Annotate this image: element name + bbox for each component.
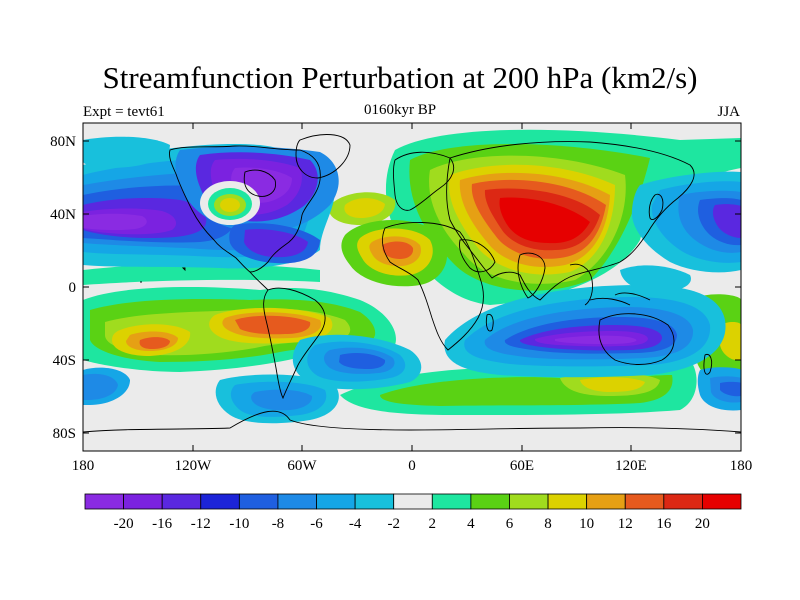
- colorbar-label: 2: [429, 516, 437, 532]
- colorbar-swatch: [84, 493, 124, 510]
- x-tick-label: 180: [730, 458, 753, 474]
- x-tick-label: 120W: [175, 458, 213, 474]
- map-title: Streamfunction Perturbation at 200 hPa (…: [102, 60, 698, 95]
- x-axis-labels: 180 120W 60W 0 60E 120E 180: [72, 458, 753, 474]
- colorbar-swatch: [316, 493, 356, 510]
- colorbar-swatch: [161, 493, 202, 510]
- experiment-label: Expt = tevt61: [83, 104, 165, 120]
- coastline-antarctica: [83, 410, 741, 433]
- colorbar-swatch: [470, 493, 510, 510]
- colorbar-label: -16: [152, 516, 172, 532]
- colorbar-swatch: [547, 493, 588, 510]
- colorbar-swatch: [277, 493, 317, 510]
- colorbar-swatch: [663, 493, 703, 510]
- colorbar: [84, 493, 742, 510]
- colorbar-label: 10: [579, 516, 594, 532]
- colorbar-label: 20: [695, 516, 710, 532]
- colorbar-swatch: [200, 493, 240, 510]
- colorbar-label: 16: [656, 516, 672, 532]
- time-label: 0160kyr BP: [363, 102, 437, 118]
- x-tick-label: 60E: [510, 458, 534, 474]
- colorbar-label: -10: [229, 516, 249, 532]
- colorbar-swatch: [238, 493, 279, 510]
- coastline-north-america: [169, 145, 321, 273]
- colorbar-label: -6: [310, 516, 323, 532]
- colorbar-label: -8: [272, 516, 285, 532]
- colorbar-label: -4: [349, 516, 362, 532]
- y-axis-labels: 80N 40N 0 40S 80S: [50, 134, 76, 442]
- colorbar-label: -2: [387, 516, 400, 532]
- coastlines: [83, 134, 741, 433]
- x-tick-label: 60W: [287, 458, 317, 474]
- colorbar-label: 12: [618, 516, 633, 532]
- coastline-south-america: [263, 287, 326, 400]
- colorbar-swatch: [586, 493, 626, 510]
- x-tick-label: 180: [72, 458, 95, 474]
- y-axis-ticks: [83, 140, 741, 434]
- x-tick-label: 0: [408, 458, 416, 474]
- colorbar-label: -20: [114, 516, 134, 532]
- colorbar-labels: -20 -16 -12 -10 -8 -6 -4 -2 2 4 6 8 10 12 16 20: [114, 516, 710, 532]
- y-tick-label: 80S: [53, 426, 76, 442]
- colorbar-label: 8: [544, 516, 552, 532]
- colorbar-label: 6: [506, 516, 514, 532]
- colorbar-label: 4: [467, 516, 475, 532]
- colorbar-swatch: [354, 493, 395, 510]
- coastline-australia: [598, 313, 675, 365]
- x-axis-ticks: [82, 123, 742, 451]
- x-tick-label: 120E: [615, 458, 647, 474]
- y-tick-label: 80N: [50, 134, 76, 150]
- colorbar-swatch: [624, 493, 665, 510]
- colorbar-label: -12: [191, 516, 211, 532]
- colorbar-swatch: [431, 493, 472, 510]
- coastline-asia: [446, 141, 695, 301]
- colorbar-swatch: [393, 493, 433, 510]
- colorbar-swatch: [702, 493, 742, 510]
- colorbar-swatch: [509, 493, 549, 510]
- y-tick-label: 40S: [53, 353, 76, 369]
- colorbar-swatch: [123, 493, 163, 510]
- y-tick-label: 0: [69, 280, 77, 296]
- streamfunction-field: [83, 129, 741, 433]
- y-tick-label: 40N: [50, 207, 76, 223]
- season-label: JJA: [717, 104, 740, 120]
